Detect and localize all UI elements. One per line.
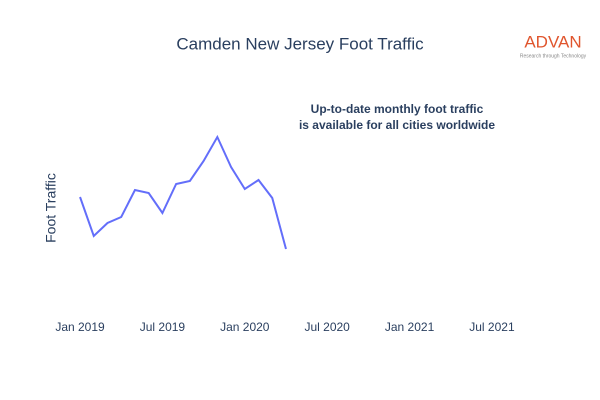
x-tick-label: Jan 2019: [55, 320, 105, 334]
y-axis-label: Foot Traffic: [43, 173, 59, 243]
x-tick-label: Jul 2019: [140, 320, 186, 334]
logo-tagline: Research through Technology: [520, 53, 587, 59]
x-tick-label: Jan 2020: [220, 320, 270, 334]
x-tick-label: Jan 2021: [385, 320, 435, 334]
chart-title: Camden New Jersey Foot Traffic: [176, 34, 424, 53]
x-tick-label: Jul 2021: [469, 320, 515, 334]
x-tick-label: Jul 2020: [304, 320, 350, 334]
logo: ADVAN: [524, 32, 581, 51]
data-line: [79, 134, 287, 250]
annotation: is available for all cities worldwide: [299, 118, 495, 132]
annotation: Up-to-date monthly foot traffic: [311, 102, 484, 116]
